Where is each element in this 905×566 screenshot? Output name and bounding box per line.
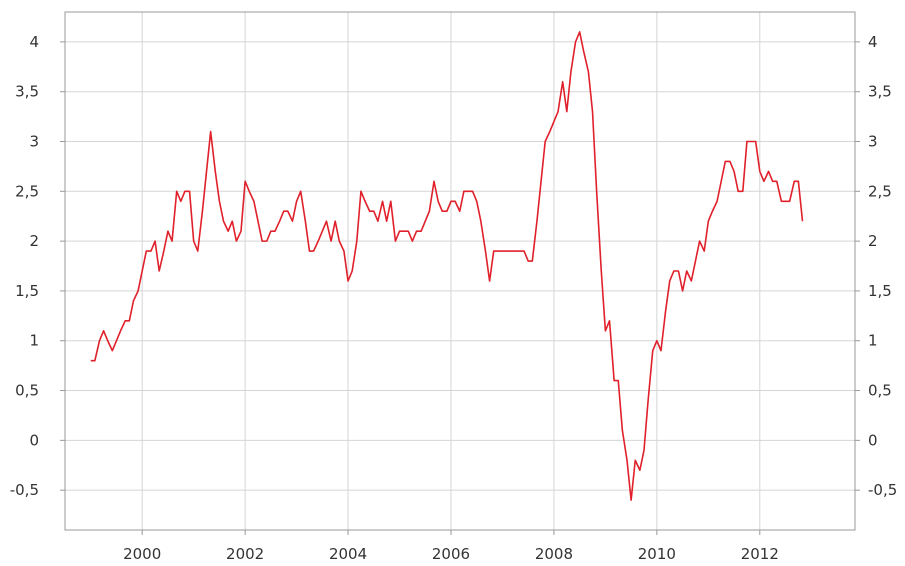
y-tick-label-left: 3,5 [15, 83, 39, 101]
x-tick-label: 2002 [226, 545, 264, 563]
y-tick-label-left: 0 [29, 431, 39, 449]
y-tick-label-left: 0,5 [15, 382, 39, 400]
x-tick-label: 2000 [123, 545, 161, 563]
x-tick-label: 2012 [741, 545, 779, 563]
grid-lines [65, 12, 855, 530]
y-tick-label-right: 3 [868, 133, 878, 151]
series-line [90, 31, 804, 501]
y-tick-label-right: 0 [868, 431, 878, 449]
right-y-axis: -0,5 0 0,5 1 1,5 2 2,5 3 3,5 4 [855, 33, 897, 499]
x-tick-label: 2010 [638, 545, 676, 563]
y-tick-label-right: -0,5 [868, 481, 897, 499]
y-tick-label-left: 2,5 [15, 182, 39, 200]
y-tick-label-right: 0,5 [868, 382, 892, 400]
y-tick-label-left: 3 [29, 133, 39, 151]
x-tick-label: 2004 [329, 545, 367, 563]
y-tick-label-left: -0,5 [10, 481, 39, 499]
y-tick-label-left: 1 [29, 332, 39, 350]
left-y-axis: -0,5 0 0,5 1 1,5 2 2,5 3 3,5 4 [10, 33, 65, 499]
y-tick-label-right: 1 [868, 332, 878, 350]
y-tick-label-left: 2 [29, 232, 39, 250]
y-tick-label-right: 2 [868, 232, 878, 250]
y-tick-label-right: 2,5 [868, 182, 892, 200]
y-tick-label-right: 3,5 [868, 83, 892, 101]
x-tick-label: 2008 [535, 545, 573, 563]
y-tick-label-left: 4 [29, 33, 39, 51]
x-axis: 2000 2002 2004 2006 2008 2010 2012 [123, 530, 779, 563]
x-tick-label: 2006 [432, 545, 470, 563]
y-tick-label-left: 1,5 [15, 282, 39, 300]
y-tick-label-right: 1,5 [868, 282, 892, 300]
plot-area-frame [64, 11, 856, 531]
y-tick-label-right: 4 [868, 33, 878, 51]
